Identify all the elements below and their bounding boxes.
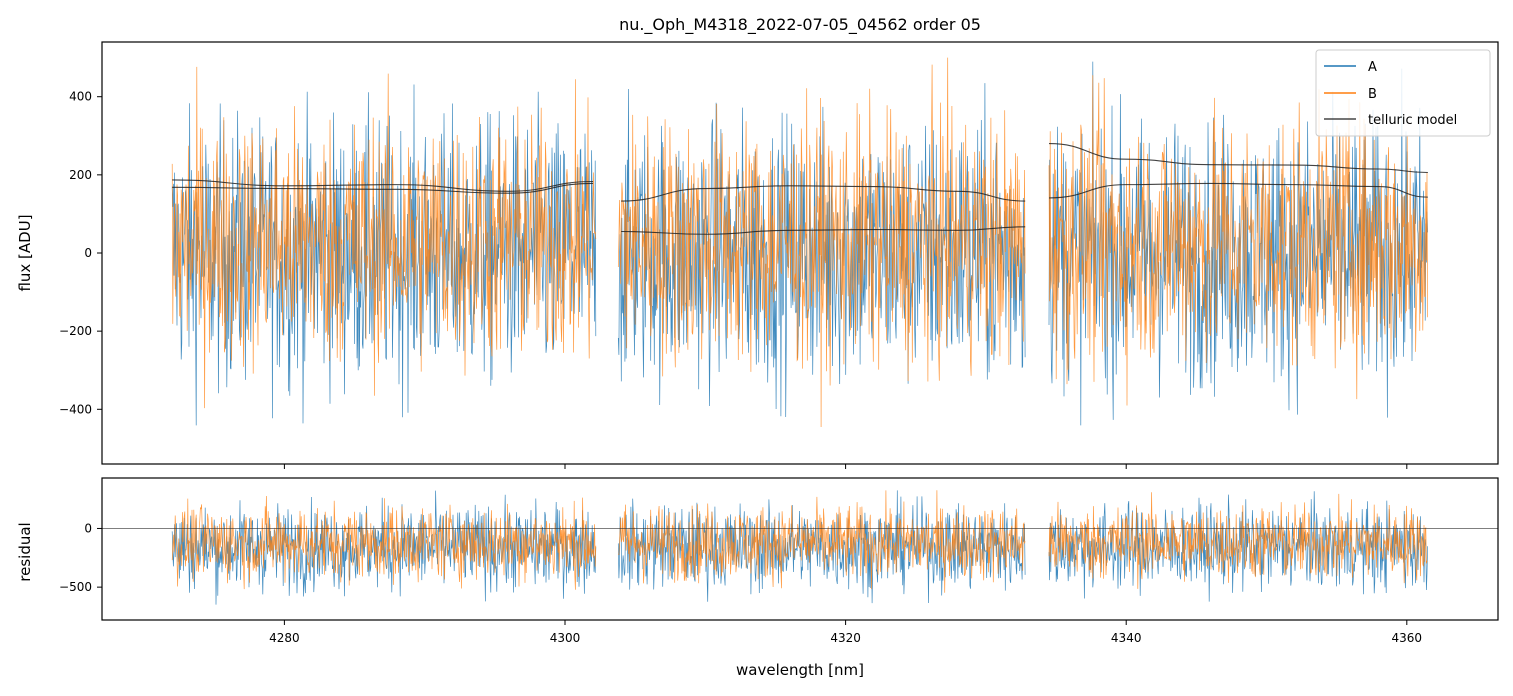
bottom-y-axis-label: residual — [16, 522, 34, 581]
top-y-tick-label: 0 — [84, 246, 92, 260]
legend-label-a: A — [1368, 60, 1377, 75]
x-tick-label: 4280 — [269, 631, 300, 645]
series-b-flux-segment-1 — [171, 66, 597, 409]
telluric-model-curve-1 — [172, 179, 594, 192]
legend: A B telluric model — [1315, 49, 1491, 137]
x-tick-label: 4340 — [1111, 631, 1142, 645]
series-b-residual-segment-2 — [618, 490, 1026, 593]
bottom-panel: −500 0 4280 4300 4320 4340 4360 residual — [16, 477, 1499, 645]
series-b-flux-segment-2 — [617, 57, 1026, 428]
telluric-model-curve-3 — [621, 185, 1026, 202]
top-y-tick-label: −400 — [59, 402, 92, 416]
top-y-axis: −400 −200 0 200 400 — [59, 90, 102, 416]
legend-frame — [1315, 49, 1491, 137]
legend-label-telluric-model: telluric model — [1368, 113, 1457, 128]
top-y-tick-label: −200 — [59, 324, 92, 338]
x-axis-label: wavelength [nm] — [736, 661, 864, 679]
telluric-model-curve-5 — [1049, 143, 1428, 174]
top-panel-data — [171, 57, 1428, 428]
top-y-axis-label: flux [ADU] — [16, 214, 34, 291]
top-panel: −400 −200 0 200 400 flux [ADU] — [16, 41, 1499, 469]
x-tick-label: 4360 — [1392, 631, 1423, 645]
x-tick-label: 4320 — [830, 631, 861, 645]
top-y-tick-label: 400 — [69, 90, 92, 104]
top-y-tick-label: 200 — [69, 168, 92, 182]
legend-label-b: B — [1368, 87, 1377, 102]
x-tick-label: 4300 — [550, 631, 581, 645]
bottom-y-tick-label: 0 — [84, 521, 92, 535]
telluric-model-curve-2 — [172, 182, 594, 194]
bottom-x-axis: 4280 4300 4320 4340 4360 — [269, 620, 1422, 645]
telluric-model-curve-6 — [1049, 182, 1428, 199]
top-x-axis-ticks — [283, 464, 1408, 469]
series-b-residual-segment-1 — [171, 495, 597, 590]
bottom-y-axis: −500 0 — [59, 521, 102, 594]
top-panel-frame — [101, 41, 1499, 465]
bottom-panel-data — [102, 490, 1498, 605]
series-a-residual-segment-2 — [617, 490, 1026, 604]
series-b-flux-segment-3 — [1048, 75, 1428, 406]
bottom-y-tick-label: −500 — [59, 580, 92, 594]
chart-title: nu._Oph_M4318_2022-07-05_04562 order 05 — [619, 15, 981, 35]
telluric-model-curve-4 — [621, 226, 1026, 235]
series-b-residual-segment-3 — [1048, 492, 1428, 589]
bottom-panel-frame — [101, 477, 1499, 621]
